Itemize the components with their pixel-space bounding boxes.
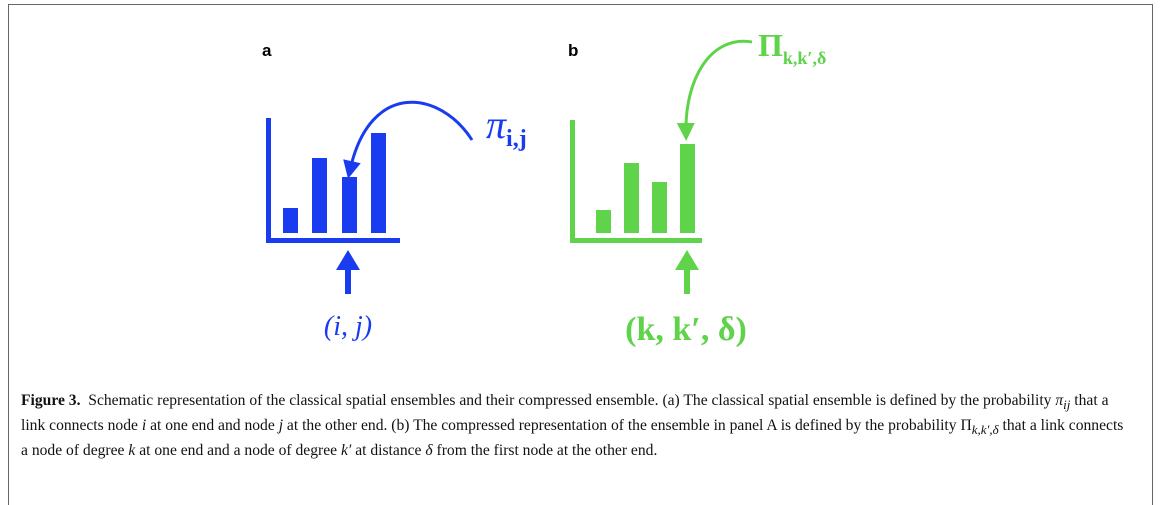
index-label: (k, k′, δ): [625, 311, 747, 348]
panel-letter: a: [262, 41, 272, 60]
schematic-bars: [266, 118, 400, 294]
caption-math: π: [1055, 392, 1064, 409]
figure-caption: Figure 3. Schematic representation of th…: [21, 390, 1126, 461]
caption-math: Π: [960, 417, 972, 435]
curved-arrow: [343, 100, 474, 179]
caption-text: Schematic representation of the classica…: [88, 392, 1056, 409]
caption-math: k,k′,δ: [971, 422, 999, 438]
caption-math: ij: [1063, 397, 1071, 413]
caption-math: δ: [425, 442, 433, 460]
panel-letter: b: [568, 41, 578, 60]
caption-text: at one end and a node of degree: [135, 442, 341, 460]
caption-math: k: [128, 442, 136, 460]
caption-text: that a link connects a node of degree: [21, 417, 1124, 460]
caption-math: j: [278, 417, 284, 435]
curved-arrow: [676, 39, 753, 141]
caption-text: at distance: [351, 442, 426, 460]
caption-text: from the first node at the other end.: [432, 442, 658, 460]
figure: a πi,j (i, j) b Πk,k′,δ (k, k′, δ): [262, 27, 826, 348]
index-label: (i, j): [324, 311, 372, 342]
caption-math: i: [141, 417, 147, 435]
caption-text: at one end and node: [146, 417, 279, 435]
caption-math: k′: [340, 442, 352, 460]
caption-text: that a link connects node: [21, 392, 1109, 435]
figure-frame: [8, 4, 1153, 505]
symbol: Πk,k′,δ: [758, 27, 826, 68]
caption-text: at the other end. (b) The compressed rep…: [283, 417, 961, 435]
symbol: πi,j: [486, 102, 527, 152]
schematic-bars: [570, 120, 702, 294]
caption-label: Figure 3.: [21, 392, 81, 409]
